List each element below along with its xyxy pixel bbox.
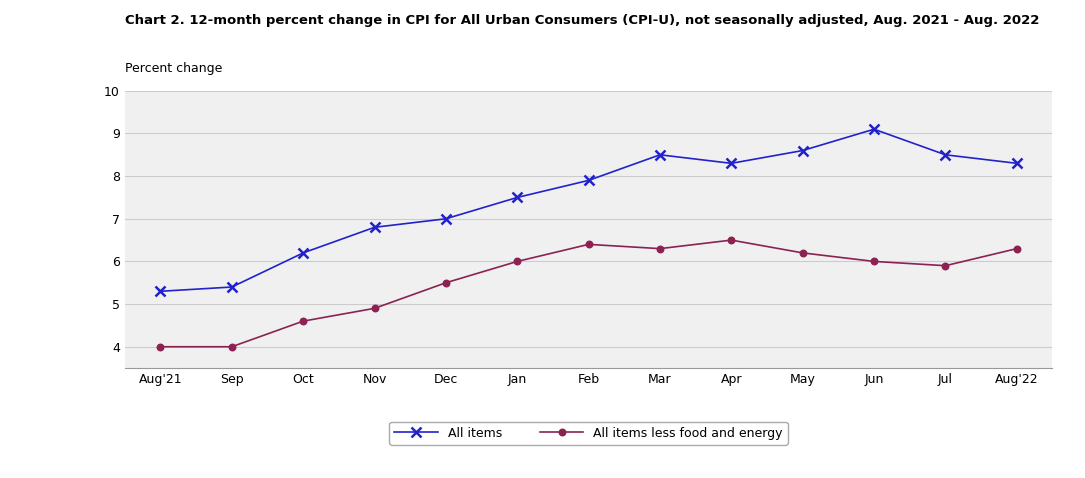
Text: Chart 2. 12-month percent change in CPI for All Urban Consumers (CPI-U), not sea: Chart 2. 12-month percent change in CPI …: [125, 14, 1039, 27]
Text: Percent change: Percent change: [125, 62, 222, 75]
Legend: All items, All items less food and energy: All items, All items less food and energ…: [390, 422, 788, 445]
